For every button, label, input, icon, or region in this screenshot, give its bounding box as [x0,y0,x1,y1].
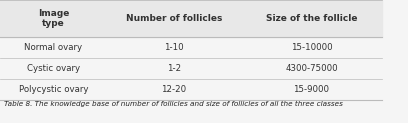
Text: Normal ovary: Normal ovary [24,43,82,52]
Text: Cystic ovary: Cystic ovary [27,64,80,73]
Text: 15-9000: 15-9000 [293,85,330,94]
Text: 12-20: 12-20 [161,85,186,94]
Text: 15-10000: 15-10000 [290,43,332,52]
Text: Image
type: Image type [38,9,69,28]
Text: 1-10: 1-10 [164,43,184,52]
Text: Number of follicles: Number of follicles [126,14,222,23]
Text: Size of the follicle: Size of the follicle [266,14,357,23]
Text: 4300-75000: 4300-75000 [285,64,338,73]
Text: Table 8. The knowledge base of number of follicles and size of follicles of all : Table 8. The knowledge base of number of… [4,101,343,107]
Text: 1-2: 1-2 [167,64,181,73]
Bar [0,0,382,37]
Text: Polycystic ovary: Polycystic ovary [19,85,88,94]
